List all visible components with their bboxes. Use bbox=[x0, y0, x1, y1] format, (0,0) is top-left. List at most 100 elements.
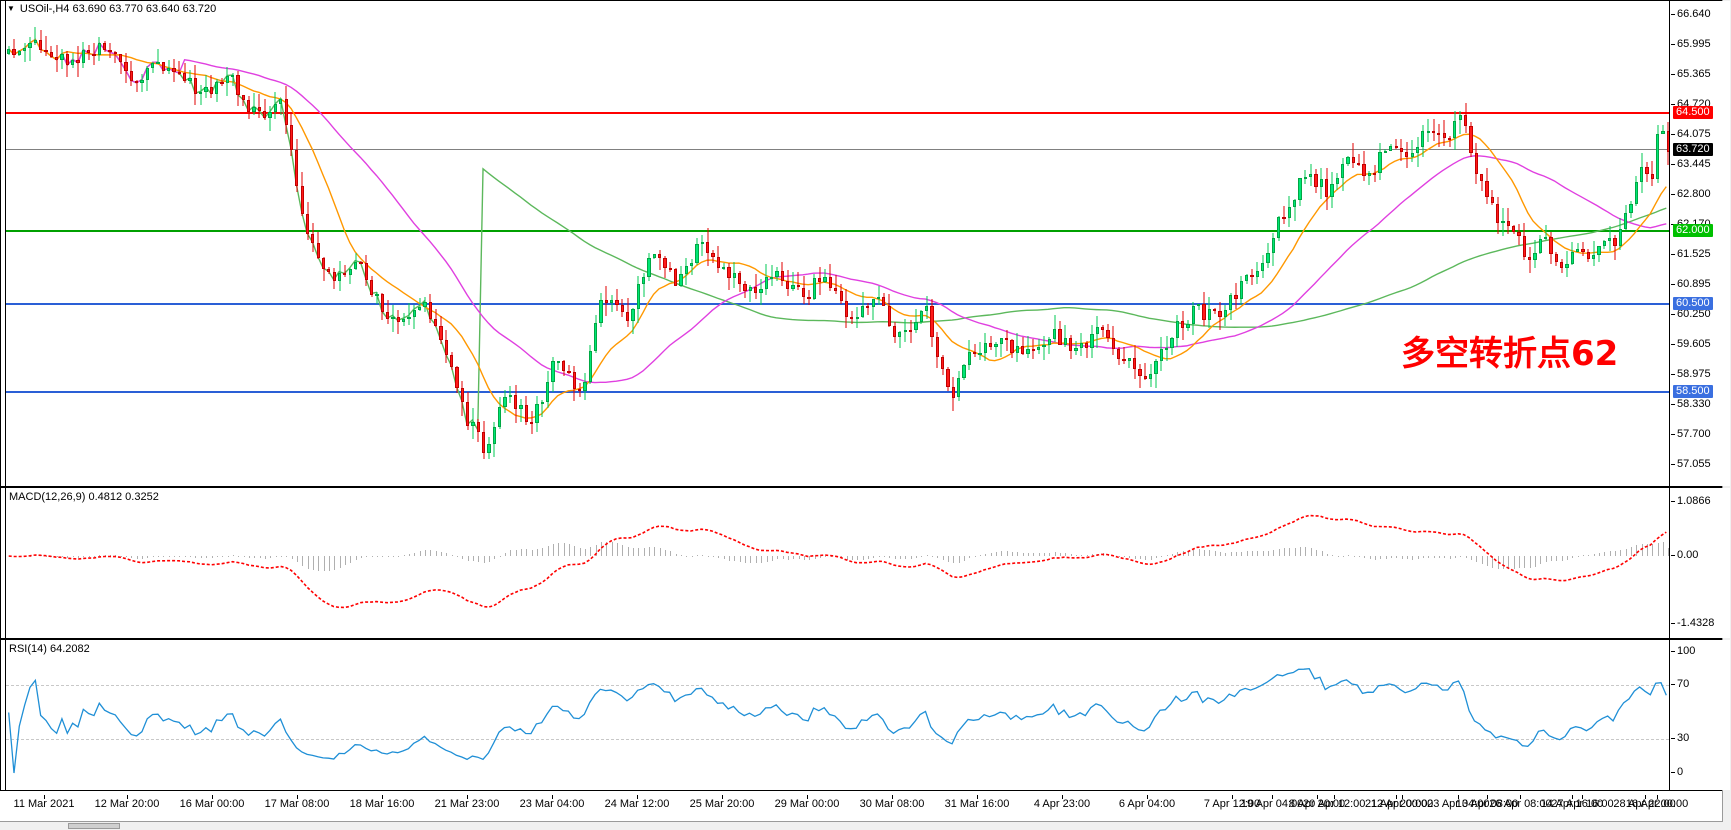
support-line-60500[interactable] bbox=[6, 303, 1669, 305]
candlestick bbox=[198, 1, 203, 486]
candlestick bbox=[337, 1, 342, 486]
candlestick bbox=[209, 1, 214, 486]
candlestick bbox=[940, 1, 945, 486]
candlestick bbox=[641, 1, 646, 486]
macd-histogram-bar bbox=[1636, 545, 1638, 556]
macd-histogram-bar bbox=[403, 555, 405, 557]
collapse-caret-icon[interactable]: ▼ bbox=[7, 4, 15, 13]
time-tick bbox=[1582, 795, 1584, 799]
macd-histogram-bar bbox=[334, 556, 336, 570]
candlestick bbox=[919, 1, 924, 486]
candlestick bbox=[1484, 1, 1489, 486]
macd-histogram-bar bbox=[606, 541, 608, 556]
support-line-58500[interactable] bbox=[6, 391, 1669, 393]
candlestick bbox=[417, 1, 422, 486]
macd-plot-area[interactable] bbox=[6, 488, 1669, 638]
macd-label: MACD(12,26,9) 0.4812 0.3252 bbox=[9, 491, 159, 503]
candlestick bbox=[753, 1, 758, 486]
macd-histogram-bar bbox=[1289, 547, 1291, 556]
price-panel[interactable]: ▼ USOil-,H4 63.690 63.770 63.640 63.720 多… bbox=[0, 0, 1731, 487]
time-tick bbox=[1232, 795, 1233, 799]
candlestick bbox=[412, 1, 417, 486]
macd-histogram-bar bbox=[1545, 556, 1547, 562]
macd-histogram-bar bbox=[1124, 556, 1125, 558]
candlestick bbox=[1313, 1, 1318, 486]
macd-histogram-bar bbox=[1027, 553, 1029, 556]
macd-histogram-bar bbox=[1572, 556, 1574, 558]
candlestick bbox=[967, 1, 972, 486]
candlestick bbox=[1201, 1, 1206, 486]
horizontal-scrollbar-thumb[interactable] bbox=[68, 823, 120, 829]
macd-histogram-bar bbox=[1534, 556, 1536, 567]
macd-histogram-bar bbox=[1374, 556, 1376, 560]
current-price-label[interactable]: 63.720 bbox=[1673, 143, 1713, 156]
candlestick bbox=[1634, 1, 1639, 486]
rsi-axis[interactable]: 100 70 30 0 bbox=[1669, 640, 1730, 790]
macd-histogram-bar bbox=[1310, 547, 1312, 556]
current-price-line[interactable] bbox=[6, 149, 1669, 150]
candlestick bbox=[241, 1, 246, 486]
axis-tick-label: 57.055 bbox=[1677, 458, 1711, 470]
candlestick bbox=[1249, 1, 1254, 486]
candlestick bbox=[75, 1, 80, 486]
time-axis-label: 13 Apr 08:00 bbox=[1455, 798, 1519, 810]
candlestick bbox=[636, 1, 641, 486]
candlestick bbox=[588, 1, 593, 486]
candlestick bbox=[1169, 1, 1174, 486]
candlestick bbox=[625, 1, 630, 486]
rsi-panel[interactable]: RSI(14) 64.2082 100 70 30 0 bbox=[0, 639, 1731, 791]
candlestick bbox=[604, 1, 609, 486]
macd-histogram-bar bbox=[1358, 556, 1360, 557]
time-tick bbox=[1317, 795, 1318, 799]
pivot-line-62000[interactable] bbox=[6, 230, 1669, 232]
candlestick bbox=[1217, 1, 1222, 486]
macd-axis[interactable]: 1.0866 0.00 -1.4328 bbox=[1669, 488, 1730, 638]
candlestick bbox=[566, 1, 571, 486]
macd-histogram-bar bbox=[99, 555, 101, 557]
candlestick bbox=[508, 1, 513, 486]
time-tick bbox=[1396, 795, 1398, 799]
candlestick bbox=[310, 1, 315, 486]
macd-histogram-bar bbox=[1305, 547, 1307, 556]
macd-histogram-bar bbox=[1481, 556, 1483, 565]
macd-histogram-bar bbox=[937, 556, 939, 559]
axis-tick-label: 66.640 bbox=[1677, 8, 1711, 20]
pivot-label-62000[interactable]: 62.000 bbox=[1673, 224, 1713, 237]
candlestick bbox=[1004, 1, 1009, 486]
candlestick bbox=[1116, 1, 1121, 486]
price-plot-area[interactable]: 多空转折点62 bbox=[6, 1, 1669, 486]
macd-histogram-bar bbox=[1508, 556, 1510, 570]
macd-histogram-bar bbox=[1396, 556, 1398, 559]
macd-histogram-bar bbox=[1241, 551, 1243, 556]
candlestick bbox=[1105, 1, 1110, 486]
macd-histogram-bar bbox=[1092, 554, 1093, 556]
macd-histogram-bar bbox=[889, 556, 891, 558]
macd-histogram-bar bbox=[1529, 556, 1531, 569]
resistance-label-64500[interactable]: 64.500 bbox=[1673, 106, 1713, 119]
macd-histogram-bar bbox=[1001, 551, 1003, 556]
macd-histogram-bar bbox=[1353, 555, 1355, 557]
candlestick bbox=[326, 1, 331, 486]
support-label-58500[interactable]: 58.500 bbox=[1673, 385, 1713, 398]
macd-panel[interactable]: MACD(12,26,9) 0.4812 0.3252 1.0866 0.00 -1… bbox=[0, 487, 1731, 639]
macd-histogram-bar bbox=[1177, 551, 1179, 556]
resistance-line-64500[interactable] bbox=[6, 112, 1669, 114]
macd-histogram-bar bbox=[723, 556, 725, 560]
price-axis[interactable]: 66.640 65.995 65.365 64.720 64.075 63.445 62.8… bbox=[1669, 1, 1730, 486]
candlestick bbox=[27, 1, 32, 486]
candlestick bbox=[1345, 1, 1350, 486]
macd-histogram-bar bbox=[280, 556, 282, 557]
candlestick bbox=[214, 1, 219, 486]
support-label-60500[interactable]: 60.500 bbox=[1673, 297, 1713, 310]
candlestick bbox=[646, 1, 651, 486]
macd-histogram-bar bbox=[1076, 554, 1077, 556]
time-axis-label: 16 Mar 00:00 bbox=[179, 798, 245, 810]
macd-histogram-bar bbox=[1332, 554, 1334, 556]
candlestick bbox=[161, 1, 166, 486]
horizontal-scrollbar[interactable] bbox=[0, 821, 1731, 830]
rsi-plot-area[interactable] bbox=[6, 640, 1669, 790]
macd-histogram-bar bbox=[910, 556, 912, 559]
macd-histogram-bar bbox=[1470, 556, 1472, 560]
macd-histogram-bar bbox=[1540, 556, 1542, 565]
time-axis[interactable]: 11 Mar 2021 12 Mar 20:00 16 Mar 00:00 17 Ma… bbox=[0, 795, 1731, 815]
